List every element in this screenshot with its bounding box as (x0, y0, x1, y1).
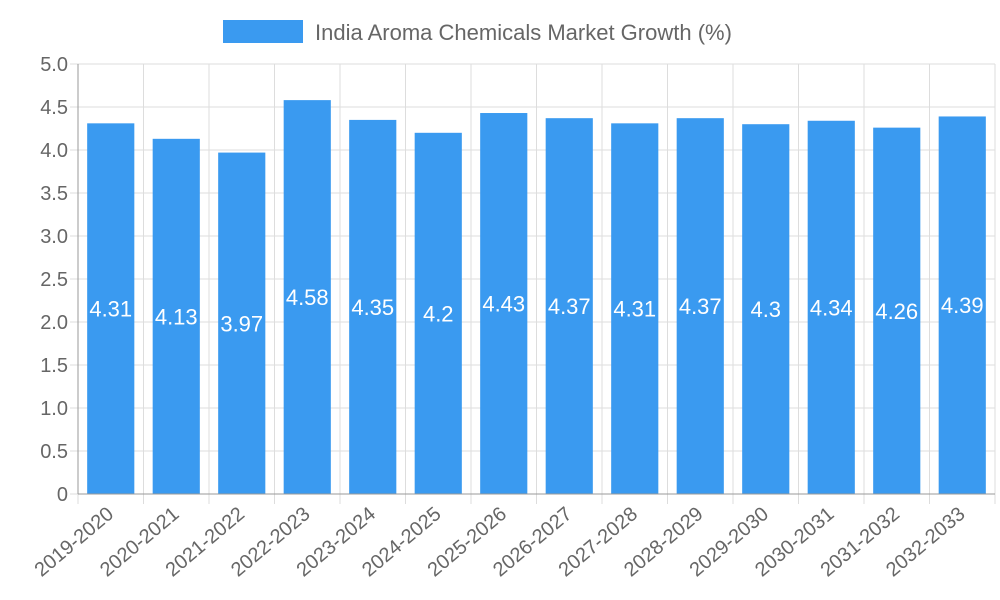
bar[interactable] (676, 118, 724, 495)
legend-label[interactable]: India Aroma Chemicals Market Growth (%) (315, 20, 732, 45)
bars (87, 100, 986, 495)
bar-value-label: 4.2 (423, 301, 454, 326)
bar-value-label: 4.37 (679, 294, 722, 319)
bar-value-label: 4.58 (286, 285, 329, 310)
bar[interactable] (545, 118, 593, 495)
y-tick-label: 3.5 (40, 183, 68, 205)
y-tick-label: 4.0 (40, 140, 68, 162)
bar[interactable] (611, 123, 659, 494)
bar-value-label: 4.39 (941, 293, 984, 318)
bar[interactable] (87, 123, 135, 494)
bar[interactable] (349, 119, 397, 495)
bar-value-label: 4.43 (482, 292, 525, 317)
y-tick-label: 0 (57, 484, 68, 506)
legend[interactable]: India Aroma Chemicals Market Growth (%) (223, 20, 732, 45)
bar[interactable] (742, 124, 790, 494)
bar[interactable] (414, 132, 462, 495)
bar[interactable] (938, 116, 986, 495)
bar[interactable] (152, 138, 200, 494)
bar-value-label: 4.3 (750, 297, 781, 322)
grid (77, 63, 996, 504)
y-axis: 0 0.5 1.0 1.5 2.0 2.5 3.0 3.5 4.0 4.5 5.0 (40, 54, 79, 506)
legend-swatch[interactable] (223, 20, 303, 43)
y-tick-label: 2.5 (40, 269, 68, 291)
bar-value-label: 4.26 (875, 299, 918, 324)
data-labels: 4.31 4.13 3.97 4.58 4.35 4.2 4.43 4.37 4.31 4.37 4… (89, 285, 983, 336)
y-tick-label: 5.0 (40, 54, 68, 76)
y-tick-label: 3.0 (40, 226, 68, 248)
bar-value-label: 4.35 (351, 295, 394, 320)
bar-value-label: 4.34 (810, 295, 853, 320)
bar-value-label: 4.31 (613, 297, 656, 322)
bar-value-label: 4.13 (155, 304, 198, 329)
y-tick-label: 0.5 (40, 441, 68, 463)
bar[interactable] (480, 113, 528, 495)
y-tick-label: 2.0 (40, 312, 68, 334)
y-tick-label: 1.0 (40, 398, 68, 420)
bar[interactable] (218, 152, 266, 494)
bar-value-label: 4.37 (548, 294, 591, 319)
y-tick-label: 1.5 (40, 355, 68, 377)
bar[interactable] (873, 127, 921, 494)
bar[interactable] (283, 100, 331, 495)
y-tick-label: 4.5 (40, 97, 68, 119)
bar[interactable] (807, 120, 855, 494)
x-axis: 2019-20202020-20212021-20222022-20232023… (31, 493, 995, 581)
bar-value-label: 4.31 (89, 297, 132, 322)
bar-value-label: 3.97 (220, 311, 263, 336)
